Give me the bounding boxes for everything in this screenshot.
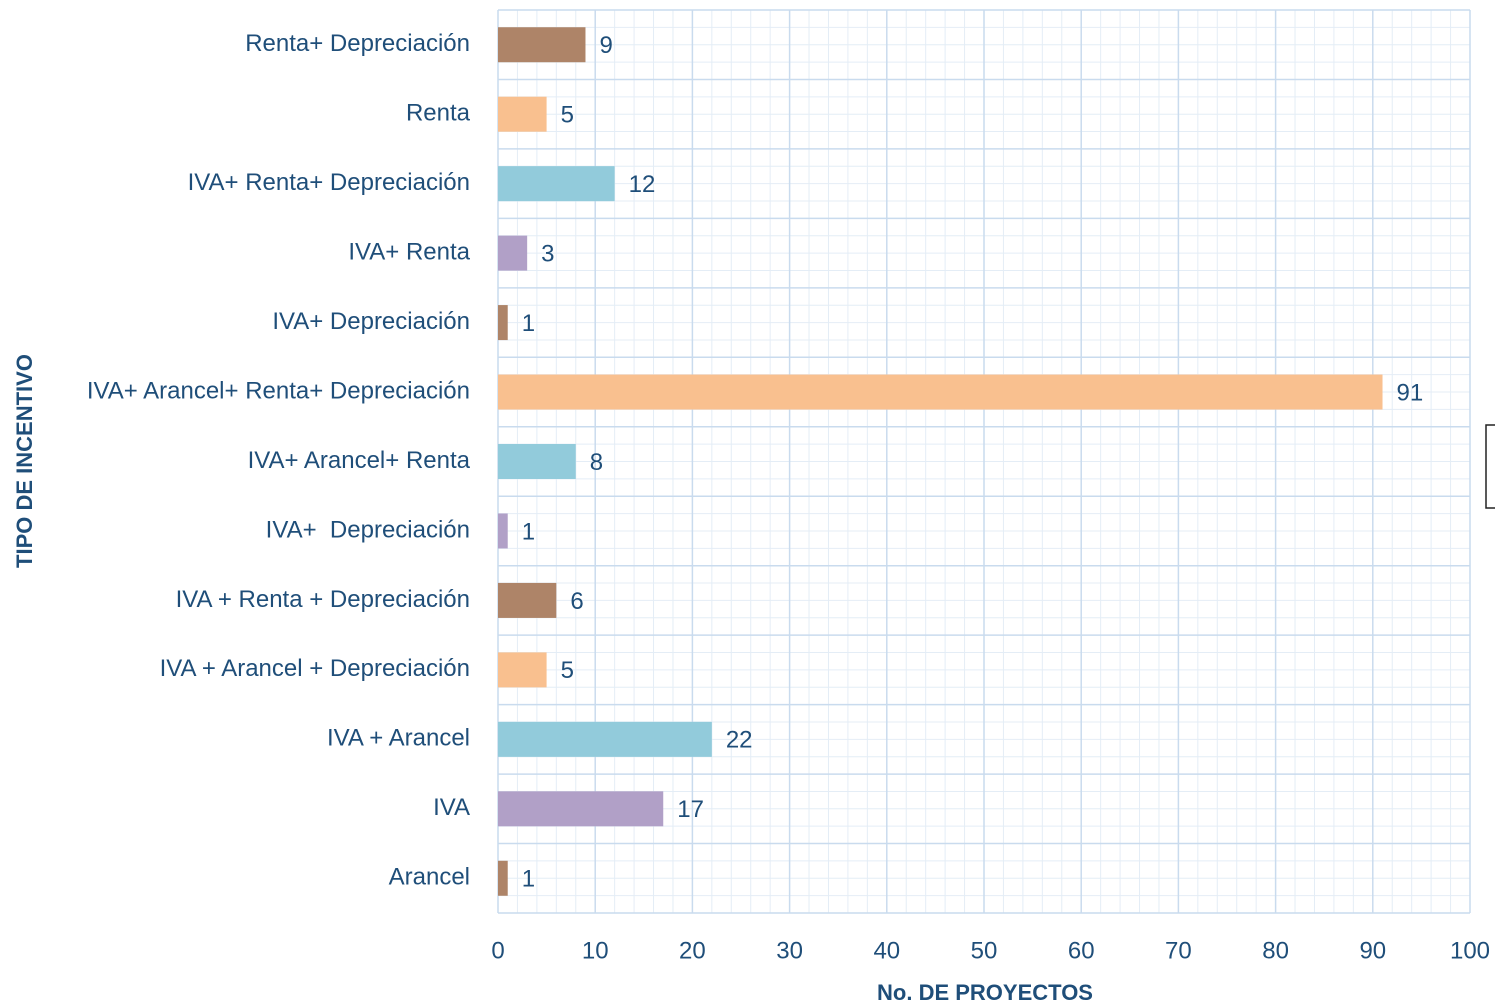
bar [498, 305, 508, 341]
data-label: 91 [1397, 379, 1424, 406]
x-tick-label: 0 [491, 937, 504, 964]
bar [498, 96, 547, 132]
y-tick-label: IVA+ Arancel+ Renta [248, 447, 471, 474]
y-tick-label: IVA+ Depreciación [272, 308, 470, 335]
data-label: 22 [726, 727, 753, 754]
x-tick-label: 90 [1359, 937, 1386, 964]
y-tick-label: IVA+ Renta [348, 238, 470, 265]
y-tick-label: Arancel [389, 864, 470, 891]
bar [498, 582, 557, 618]
legend-box [1485, 424, 1495, 509]
y-tick-label: Renta [406, 100, 471, 127]
bar [498, 27, 586, 63]
bar [498, 374, 1383, 410]
x-tick-label: 40 [873, 937, 900, 964]
y-tick-label: IVA+ Arancel+ Renta+ Depreciación [87, 377, 470, 404]
x-tick-label: 80 [1262, 937, 1289, 964]
y-tick-label: Renta+ Depreciación [245, 30, 470, 57]
data-label: 8 [590, 449, 603, 476]
x-tick-label: 30 [776, 937, 803, 964]
bar [498, 652, 547, 688]
y-tick-label: IVA + Arancel [327, 725, 470, 752]
x-tick-label: 10 [582, 937, 609, 964]
bar [498, 513, 508, 549]
y-tick-label: IVA+ Renta+ Depreciación [188, 169, 470, 196]
data-label: 9 [599, 32, 612, 59]
bar [498, 791, 664, 827]
data-label: 1 [522, 866, 535, 893]
data-label: 12 [629, 171, 656, 198]
x-axis-title: No. DE PROYECTOS [877, 980, 1093, 1005]
x-tick-label: 20 [679, 937, 706, 964]
y-tick-label: IVA+ Depreciación [266, 516, 470, 543]
bar [498, 444, 576, 479]
data-label: 17 [677, 796, 704, 823]
data-label: 5 [561, 657, 574, 684]
x-tick-label: 60 [1068, 937, 1095, 964]
data-label: 1 [522, 310, 535, 337]
bar [498, 166, 615, 202]
data-label: 5 [561, 102, 574, 129]
bar [498, 721, 712, 757]
data-label: 6 [570, 588, 583, 615]
data-label: 3 [541, 240, 554, 267]
x-tick-label: 100 [1450, 937, 1490, 964]
bar [498, 235, 528, 271]
y-tick-label: IVA + Renta + Depreciación [176, 586, 470, 613]
y-axis-title: TIPO DE INCENTIVO [12, 354, 37, 568]
y-tick-label: IVA [433, 794, 470, 821]
bar [498, 860, 508, 896]
y-tick-label: IVA + Arancel + Depreciación [160, 655, 470, 682]
x-tick-label: 50 [971, 937, 998, 964]
x-tick-label: 70 [1165, 937, 1192, 964]
data-label: 1 [522, 518, 535, 545]
